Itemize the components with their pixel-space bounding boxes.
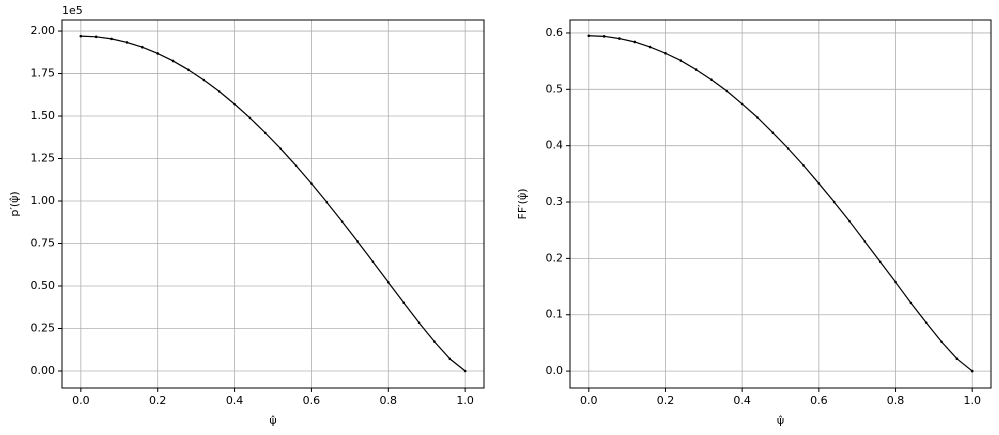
- y-tick-label: 0.00: [31, 364, 56, 377]
- data-point: [94, 35, 98, 39]
- data-line: [588, 35, 973, 372]
- data-point: [248, 116, 252, 120]
- x-tick-label: 1.0: [963, 394, 981, 407]
- y-tick-label: 0.4: [546, 139, 564, 152]
- x-tick-label: 0.2: [149, 394, 167, 407]
- data-point: [202, 78, 206, 82]
- data-point: [125, 41, 129, 44]
- data-point: [602, 35, 606, 38]
- data-point: [756, 116, 759, 119]
- data-point: [110, 37, 113, 41]
- x-tick-label: 0.4: [733, 394, 751, 407]
- data-point: [371, 260, 375, 264]
- data-point: [924, 321, 928, 324]
- data-point: [955, 357, 959, 360]
- data-point: [817, 182, 821, 185]
- axes-frame: [61, 19, 485, 389]
- data-point: [187, 68, 190, 72]
- data-point: [340, 220, 344, 223]
- x-axis-label: ψ̂: [777, 414, 784, 427]
- y-tick-label: 0.25: [31, 322, 56, 335]
- data-point: [417, 321, 421, 325]
- data-point: [633, 40, 637, 44]
- data-point: [141, 45, 144, 49]
- data-point: [863, 240, 867, 243]
- data-point: [433, 340, 436, 343]
- data-point: [79, 34, 83, 38]
- x-axis-label: ψ̂: [269, 414, 276, 427]
- data-point: [664, 51, 667, 55]
- x-tick-label: 0.4: [226, 394, 244, 407]
- y-tick-label: 0.1: [546, 308, 564, 321]
- y-tick-label: 0.5: [546, 82, 564, 95]
- y-tick-label: 0.2: [546, 251, 564, 264]
- data-point: [587, 34, 591, 38]
- y-tick-label: 1.00: [31, 194, 56, 207]
- x-tick-label: 0.6: [303, 394, 321, 407]
- data-point: [294, 164, 298, 167]
- data-point: [618, 37, 621, 40]
- y-tick-label: 1.50: [31, 109, 56, 122]
- x-tick-label: 0.8: [887, 394, 905, 407]
- data-point: [217, 90, 221, 93]
- y-tick-label: 0.3: [546, 195, 564, 208]
- data-point: [356, 240, 359, 243]
- data-point: [940, 340, 943, 344]
- x-tick-label: 1.0: [456, 394, 474, 407]
- data-point: [878, 260, 882, 264]
- x-tick-label: 0.6: [810, 394, 828, 407]
- y-axis-label: p′(ψ̂): [8, 191, 21, 216]
- data-point: [970, 369, 974, 373]
- data-point: [679, 59, 683, 62]
- data-point: [264, 131, 267, 135]
- data-point: [894, 280, 897, 284]
- data-point: [310, 182, 313, 185]
- y-axis-label: FF′(ψ̂): [516, 189, 529, 220]
- data-point: [802, 164, 805, 167]
- x-tick-label: 0.0: [72, 394, 90, 407]
- data-point: [233, 102, 236, 106]
- data-point: [832, 200, 836, 204]
- y-tick-label: 1.75: [31, 67, 56, 80]
- x-tick-label: 0.8: [380, 394, 398, 407]
- data-point: [710, 78, 713, 82]
- data-point: [648, 45, 652, 49]
- data-point: [402, 301, 405, 304]
- data-point: [725, 89, 729, 93]
- data-point: [325, 200, 329, 204]
- data-point: [279, 147, 282, 150]
- y-tick-label: 0.50: [31, 279, 56, 292]
- y-offset-label: 1e5: [62, 4, 83, 17]
- y-tick-label: 0.6: [546, 26, 564, 39]
- data-point: [740, 102, 744, 106]
- data-point: [448, 357, 452, 361]
- data-line: [80, 35, 466, 372]
- data-point: [786, 147, 790, 150]
- x-tick-label: 0.2: [657, 394, 675, 407]
- y-tick-label: 1.25: [31, 152, 56, 165]
- y-tick-label: 0.75: [31, 237, 56, 250]
- data-point: [387, 280, 390, 284]
- data-point: [156, 52, 159, 55]
- axes-frame: [569, 19, 992, 389]
- data-point: [171, 59, 175, 63]
- data-point: [848, 219, 851, 223]
- y-tick-label: 2.00: [31, 24, 56, 37]
- y-tick-label: 0.0: [546, 364, 564, 377]
- x-tick-label: 0.0: [580, 394, 598, 407]
- data-point: [694, 68, 698, 71]
- data-point: [771, 131, 775, 135]
- data-point: [463, 369, 467, 373]
- data-point: [909, 301, 913, 305]
